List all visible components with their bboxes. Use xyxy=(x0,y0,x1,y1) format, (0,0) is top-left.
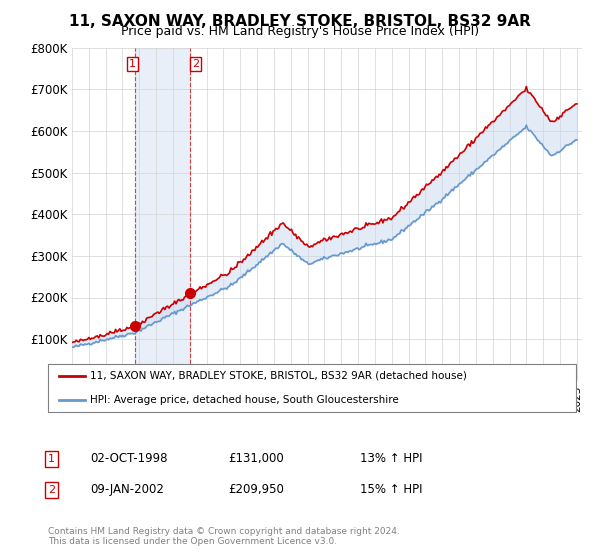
Bar xyxy=(135,48,190,381)
Text: 13% ↑ HPI: 13% ↑ HPI xyxy=(360,452,422,465)
Text: 2: 2 xyxy=(192,59,199,69)
Text: 1: 1 xyxy=(48,454,55,464)
FancyBboxPatch shape xyxy=(48,364,576,412)
Text: 1: 1 xyxy=(129,59,136,69)
Text: 2: 2 xyxy=(48,485,55,495)
Text: £209,950: £209,950 xyxy=(228,483,284,496)
Text: 15% ↑ HPI: 15% ↑ HPI xyxy=(360,483,422,496)
Text: 11, SAXON WAY, BRADLEY STOKE, BRISTOL, BS32 9AR: 11, SAXON WAY, BRADLEY STOKE, BRISTOL, B… xyxy=(69,14,531,29)
Text: Contains HM Land Registry data © Crown copyright and database right 2024.
This d: Contains HM Land Registry data © Crown c… xyxy=(48,526,400,546)
Text: HPI: Average price, detached house, South Gloucestershire: HPI: Average price, detached house, Sout… xyxy=(90,395,399,405)
Text: Price paid vs. HM Land Registry's House Price Index (HPI): Price paid vs. HM Land Registry's House … xyxy=(121,25,479,38)
Text: 11, SAXON WAY, BRADLEY STOKE, BRISTOL, BS32 9AR (detached house): 11, SAXON WAY, BRADLEY STOKE, BRISTOL, B… xyxy=(90,371,467,381)
Text: 02-OCT-1998: 02-OCT-1998 xyxy=(90,452,167,465)
Text: 09-JAN-2002: 09-JAN-2002 xyxy=(90,483,164,496)
Text: £131,000: £131,000 xyxy=(228,452,284,465)
